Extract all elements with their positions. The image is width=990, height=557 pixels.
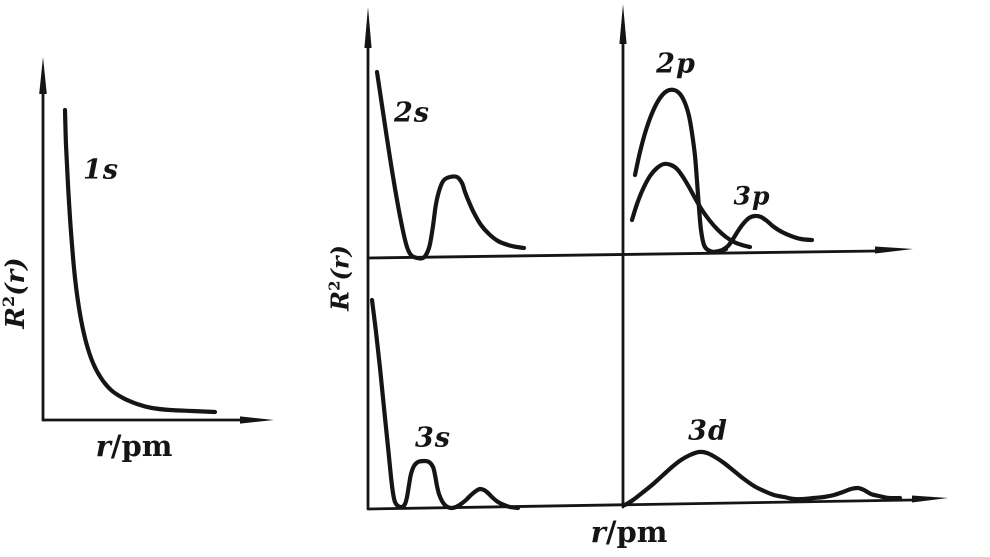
right-xlabel-unit: /pm — [605, 515, 668, 549]
curve-2p — [632, 87, 729, 255]
curve-label-3d: 3d — [688, 415, 728, 447]
left-ylabel-exponent: 2 — [0, 295, 19, 307]
left-plot-axes — [39, 57, 274, 424]
right-inner-y-axis-arrow-icon — [619, 4, 627, 44]
left-ylabel-argument: (r) — [0, 257, 31, 296]
curves — [62, 69, 903, 511]
right-upper-y-axis-arrow-icon — [364, 7, 372, 48]
right-ylabel-argument: (r) — [325, 245, 355, 281]
curve-label-2s: 2s — [394, 97, 430, 129]
left-y-axis-arrow-icon — [39, 57, 47, 94]
right-middle-x-axis-arrow-icon — [875, 246, 913, 254]
left-ylabel-symbol: R — [0, 306, 31, 329]
curve-3p-inner — [629, 161, 753, 250]
curve-2s — [374, 69, 527, 261]
left-xlabel-unit: /pm — [110, 429, 173, 463]
curve-label-3s: 3s — [415, 422, 451, 454]
curve-label-2p: 2p — [656, 48, 696, 80]
left-y-axis-label: R2(r) — [0, 257, 31, 328]
right-x-axis-label: r/pm — [591, 515, 668, 549]
right-middle-x-axis — [366, 249, 879, 260]
right-ylabel-symbol: R — [325, 290, 355, 311]
curve-3d — [622, 449, 903, 508]
left-x-axis-label: r/pm — [96, 429, 173, 463]
right-ylabel-exponent: 2 — [325, 280, 344, 291]
right-y-axis-label: R2(r) — [326, 245, 355, 311]
left-x-axis-arrow-icon — [240, 416, 274, 424]
right-plot-axes — [364, 4, 948, 511]
right-xlabel-variable: r — [590, 515, 606, 549]
curve-3p-outer — [711, 213, 815, 255]
curve-label-3p: 3p — [733, 181, 771, 211]
right-bottom-x-axis-arrow-icon — [912, 495, 948, 503]
left-xlabel-variable: r — [95, 429, 111, 463]
curve-label-1s: 1s — [83, 154, 119, 186]
curve-3s — [369, 297, 521, 511]
curve-1s — [62, 107, 218, 415]
